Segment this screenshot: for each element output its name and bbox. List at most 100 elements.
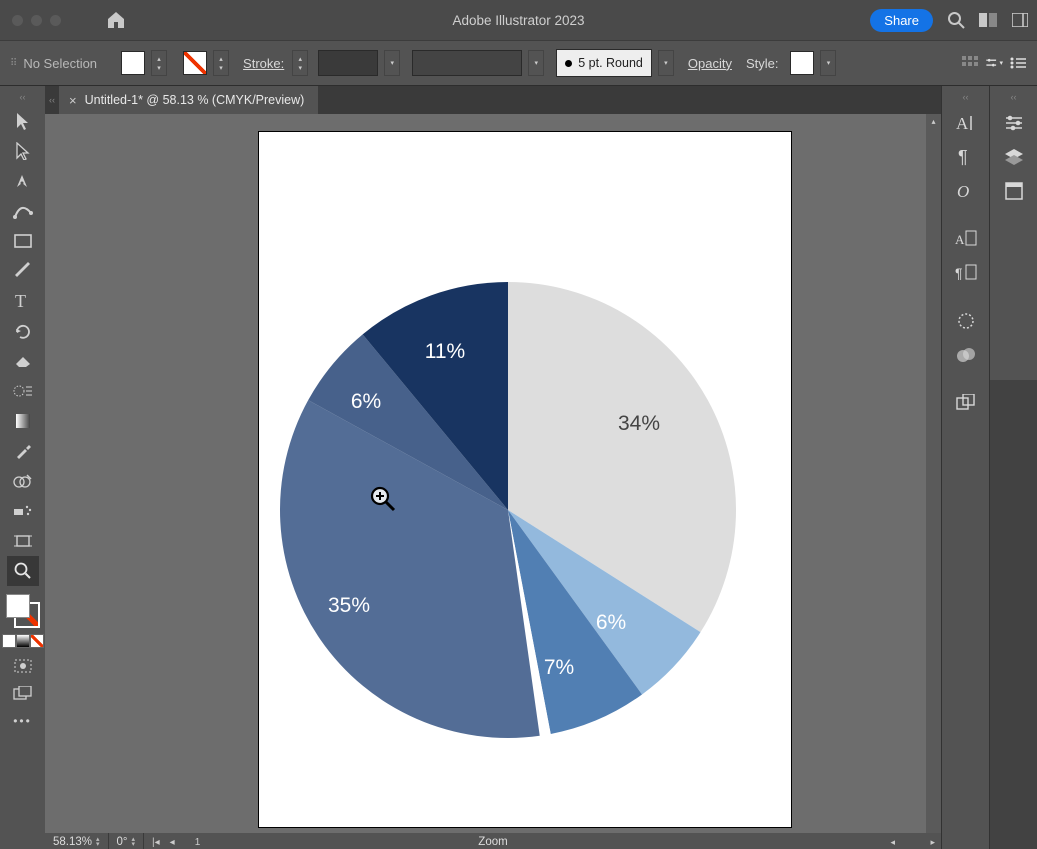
char-styles-panel-icon[interactable]: A [951, 224, 981, 254]
text-wrap-tool[interactable] [7, 376, 39, 406]
stroke-profile[interactable] [318, 50, 378, 76]
svg-text:T: T [15, 293, 26, 309]
home-icon[interactable] [106, 11, 126, 29]
symbol-spray-tool[interactable] [7, 496, 39, 526]
control-bar: ⠿ No Selection ▴▾ ▴▾ Stroke: ▴▾ ▾ ▾ 5 pt… [0, 40, 1037, 86]
stroke-swatch[interactable] [183, 51, 207, 75]
min-dot[interactable] [31, 15, 42, 26]
type-tool[interactable]: T [7, 286, 39, 316]
tools-grip-icon[interactable]: ‹‹ [20, 92, 26, 102]
opentype-panel-icon[interactable]: O [951, 176, 981, 206]
artboard: 34%6%7%35%6%11% [259, 132, 791, 827]
selection-tool[interactable] [7, 106, 39, 136]
zoom-tool[interactable] [7, 556, 39, 586]
svg-text:A: A [956, 114, 969, 132]
stroke-weight-dropdown[interactable]: ▴▾ [292, 50, 308, 76]
curvature-tool[interactable] [7, 196, 39, 226]
shape-builder-tool[interactable] [7, 466, 39, 496]
edit-toolbar-icon[interactable]: ••• [13, 714, 32, 728]
document-tab[interactable]: × Untitled-1* @ 58.13 % (CMYK/Preview) [59, 86, 318, 114]
para-styles-panel-icon[interactable]: ¶ [951, 258, 981, 288]
right-panels: ‹‹ A ¶ O A ¶ ‹‹ [941, 86, 1037, 849]
color-mode-gradient[interactable] [16, 634, 30, 648]
eraser-tool[interactable] [7, 346, 39, 376]
stroke-dropdown[interactable]: ▴▾ [213, 50, 229, 76]
direct-selection-tool[interactable] [7, 136, 39, 166]
color-mode-row [2, 634, 44, 648]
fill-box[interactable] [6, 594, 30, 618]
main-area: ‹‹ T ••• ‹‹ × [0, 86, 1037, 849]
scroll-up-icon[interactable]: ▴ [926, 114, 941, 129]
color-mode-solid[interactable] [2, 634, 16, 648]
style-dropdown[interactable]: ▾ [820, 50, 836, 76]
arrange-icon[interactable] [979, 11, 997, 29]
align-panel-icon[interactable] [961, 54, 979, 72]
zoom-readout[interactable]: 58.13%▴▾ [45, 833, 109, 849]
document-area: ‹‹ × Untitled-1* @ 58.13 % (CMYK/Preview… [45, 86, 941, 849]
rotate-tool[interactable] [7, 316, 39, 346]
hscroll-right-icon[interactable]: ▸ [930, 837, 935, 848]
selection-label: No Selection [23, 56, 97, 71]
svg-text:35%: 35% [328, 594, 370, 617]
panel-column-b: ‹‹ [990, 86, 1037, 849]
paragraph-panel-icon[interactable]: ¶ [951, 142, 981, 172]
appearance-panel-icon[interactable] [951, 306, 981, 336]
style-swatch[interactable] [790, 51, 814, 75]
panel-column-a: ‹‹ A ¶ O A ¶ [941, 86, 990, 849]
layers-panel-icon[interactable] [999, 142, 1029, 172]
tabrow-grip: ‹‹ [45, 86, 59, 114]
grip-icon: ⠿ [10, 58, 15, 69]
artboard-nav[interactable]: |◂ ◂ 1 [152, 837, 210, 848]
svg-text:¶: ¶ [958, 148, 968, 166]
first-icon[interactable]: |◂ [152, 837, 160, 848]
screen-mode-icon[interactable] [13, 686, 33, 702]
properties-panel-icon[interactable] [999, 108, 1029, 138]
vertical-scrollbar[interactable]: ▴ [926, 114, 941, 833]
stroke-label[interactable]: Stroke: [243, 56, 284, 71]
eyedropper-tool[interactable] [7, 436, 39, 466]
rotate-readout[interactable]: 0°▴▾ [109, 833, 145, 849]
svg-text:34%: 34% [618, 412, 660, 435]
paintbrush-tool[interactable] [7, 256, 39, 286]
pathfinder-panel-icon[interactable] [951, 388, 981, 418]
close-tab-icon[interactable]: × [69, 93, 77, 108]
brush-label: 5 pt. Round [578, 56, 643, 70]
libraries-panel-icon[interactable] [999, 176, 1029, 206]
search-icon[interactable] [947, 11, 965, 29]
opacity-label[interactable]: Opacity [688, 56, 732, 71]
titlebar: Adobe Illustrator 2023 Share [0, 0, 1037, 40]
prefs-icon[interactable]: ▾ [985, 54, 1003, 72]
document-tabs: ‹‹ × Untitled-1* @ 58.13 % (CMYK/Preview… [45, 86, 941, 114]
artboard-tool[interactable] [7, 526, 39, 556]
brush-dropdown[interactable]: ▾ [658, 50, 674, 76]
panel-a-grip: ‹‹ [963, 92, 969, 102]
svg-text:O: O [957, 182, 969, 200]
svg-text:¶: ¶ [955, 265, 963, 281]
max-dot[interactable] [50, 15, 61, 26]
brush-def-dropdown[interactable]: ▾ [528, 50, 544, 76]
brush-display[interactable]: 5 pt. Round [556, 49, 652, 77]
pen-tool[interactable] [7, 166, 39, 196]
stroke-profile-dropdown[interactable]: ▾ [384, 50, 400, 76]
color-mode-none[interactable] [30, 634, 44, 648]
canvas-stage[interactable]: 34%6%7%35%6%11% ▴ [45, 114, 941, 833]
close-dot[interactable] [12, 15, 23, 26]
fill-swatch[interactable] [121, 51, 145, 75]
fill-stroke-control[interactable] [6, 594, 40, 628]
fill-dropdown[interactable]: ▴▾ [151, 50, 167, 76]
svg-text:6%: 6% [351, 390, 381, 413]
rectangle-tool[interactable] [7, 226, 39, 256]
gradient-tool[interactable] [7, 406, 39, 436]
tools-panel: ‹‹ T ••• [0, 86, 45, 849]
brush-def-swatch[interactable] [412, 50, 522, 76]
list-icon[interactable] [1009, 54, 1027, 72]
window-controls [12, 15, 61, 26]
workspace-icon[interactable] [1011, 11, 1029, 29]
panel-b-grip: ‹‹ [1011, 92, 1017, 102]
hscroll-left-icon[interactable]: ◂ [890, 837, 895, 848]
transparency-panel-icon[interactable] [951, 340, 981, 370]
share-button[interactable]: Share [870, 9, 933, 32]
prev-icon[interactable]: ◂ [170, 837, 175, 848]
character-panel-icon[interactable]: A [951, 108, 981, 138]
draw-mode-icon[interactable] [13, 658, 33, 674]
